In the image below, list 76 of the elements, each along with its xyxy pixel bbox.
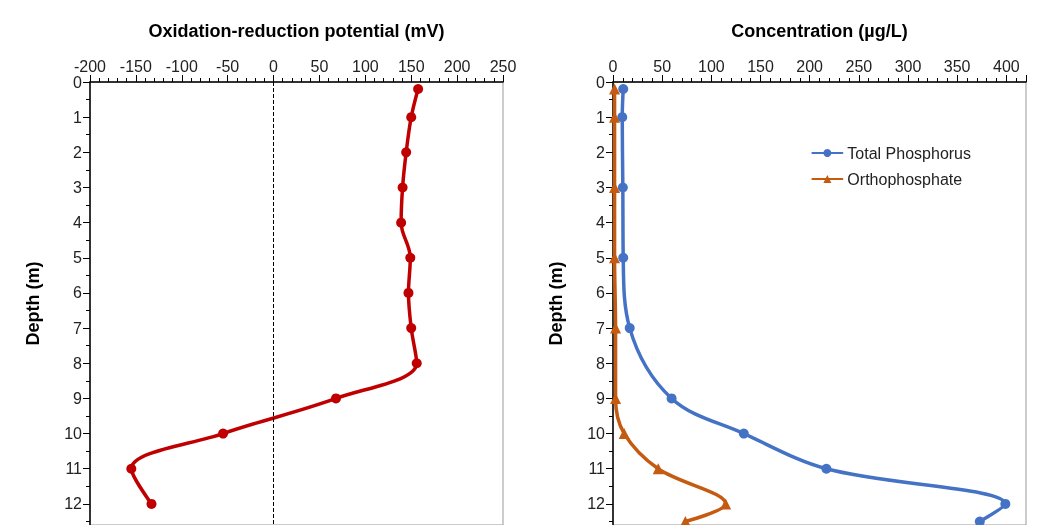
point [126, 463, 137, 474]
x-tick-label: 350 [943, 57, 971, 75]
x-tick-label: 400 [992, 57, 1020, 75]
x-tick-label: -100 [165, 57, 198, 75]
x-tick-label: -200 [73, 57, 107, 75]
y-tick-label: 4 [73, 214, 83, 232]
point [820, 463, 831, 474]
point [401, 147, 412, 158]
y-tick-label: 6 [73, 284, 83, 302]
x-tick-label: 300 [894, 57, 921, 75]
x-tick-label: 0 [269, 57, 279, 75]
y-tick-label: 5 [595, 249, 605, 267]
x-axis-title: Concentration (µg/L) [730, 21, 908, 41]
point [618, 428, 630, 440]
y-axis-title: Depth (m) [23, 261, 43, 346]
y-tick-label: 0 [595, 73, 605, 91]
x-tick-label: 0 [608, 57, 618, 75]
point [617, 84, 628, 95]
point [397, 182, 408, 193]
point [330, 393, 341, 404]
y-tick-label: 12 [64, 495, 83, 513]
y-tick-label: 3 [595, 178, 605, 196]
point [617, 182, 628, 193]
point [999, 498, 1010, 509]
x-tick-label: 50 [652, 57, 671, 75]
y-tick-label: 8 [73, 354, 83, 372]
point [738, 428, 749, 439]
legend-label: Total Phosphorus [846, 144, 971, 162]
y-tick-label: 4 [595, 214, 605, 232]
point [405, 252, 416, 263]
x-tick-label: 150 [397, 57, 425, 75]
y-tick-label: 12 [586, 495, 605, 513]
y-tick-label: 9 [73, 389, 83, 407]
y-tick-label: 10 [586, 425, 605, 443]
y-tick-label: 11 [65, 460, 83, 478]
y-axis-title: Depth (m) [545, 261, 566, 346]
point [624, 323, 635, 334]
y-tick-label: 1 [595, 108, 605, 126]
point [652, 463, 664, 475]
point [974, 516, 985, 525]
x-tick-label: 50 [310, 57, 329, 75]
point [218, 428, 229, 439]
point [406, 323, 417, 334]
point [403, 287, 414, 298]
y-tick-label: 8 [595, 354, 605, 372]
y-tick-label: 6 [595, 284, 605, 302]
x-tick-label: 150 [746, 57, 774, 75]
legend-label: Orthophosphate [846, 170, 962, 188]
y-tick-label: 3 [73, 178, 83, 196]
y-tick-label: 2 [73, 143, 83, 161]
x-tick-label: 250 [489, 57, 517, 75]
x-tick-label: 200 [795, 57, 823, 75]
x-tick-label: 250 [844, 57, 872, 75]
y-tick-label: 7 [595, 319, 605, 337]
y-tick-label: 0 [73, 73, 83, 91]
point [146, 498, 157, 509]
point [396, 217, 407, 228]
x-tick-label: 200 [443, 57, 471, 75]
y-tick-label: 10 [64, 425, 83, 443]
point [666, 393, 677, 404]
point [616, 112, 627, 123]
y-tick-label: 7 [73, 319, 83, 337]
point [411, 358, 422, 369]
x-tick-label: -50 [216, 57, 240, 75]
x-tick-label: 100 [697, 57, 725, 75]
x-tick-label: 100 [351, 57, 379, 75]
point [413, 84, 424, 95]
y-tick-label: 9 [595, 389, 605, 407]
x-axis-title: Oxidation-reduction potential (mV) [148, 21, 445, 41]
point [617, 252, 628, 263]
y-tick-label: 2 [595, 143, 605, 161]
y-tick-label: 1 [73, 108, 83, 126]
x-tick-label: -150 [119, 57, 152, 75]
y-tick-label: 5 [73, 249, 83, 267]
point [406, 112, 417, 123]
y-tick-label: 11 [587, 460, 605, 478]
